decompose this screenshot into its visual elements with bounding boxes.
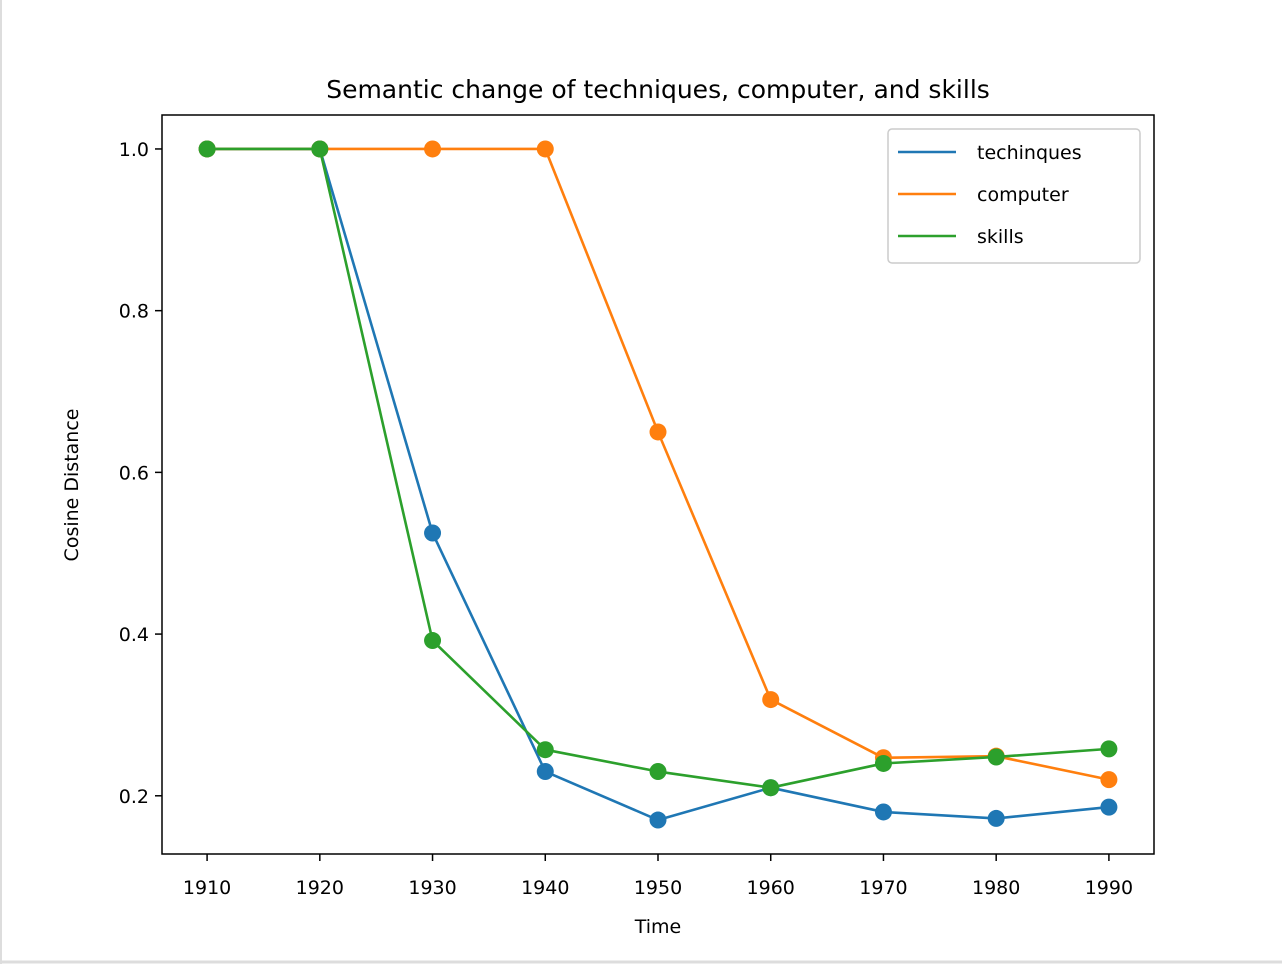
legend-box <box>887 128 1141 264</box>
x-axis-label: Time <box>634 916 682 938</box>
x-tick-label: 1930 <box>408 877 456 899</box>
data-point-computer-1930 <box>424 140 442 158</box>
x-tick-label: 1940 <box>521 877 569 899</box>
data-point-skills-1930 <box>424 632 442 650</box>
y-axis-label: Cosine Distance <box>61 409 83 562</box>
data-point-skills-1940 <box>536 741 554 759</box>
data-point-skills-1980 <box>987 748 1005 766</box>
data-point-skills-1950 <box>649 763 667 781</box>
legend: techinques computer skills <box>887 128 1141 264</box>
y-tick-label: 0.4 <box>119 624 149 646</box>
x-tick-label: 1960 <box>747 877 795 899</box>
data-point-computer-1990 <box>1100 771 1118 789</box>
data-point-computer-1960 <box>762 691 780 709</box>
x-tick-label: 1990 <box>1085 877 1133 899</box>
data-point-techinques-1940 <box>536 763 554 781</box>
y-tick-label: 0.2 <box>119 786 149 808</box>
data-point-techinques-1950 <box>649 811 667 829</box>
data-point-skills-1990 <box>1100 740 1118 758</box>
y-tick-label: 1.0 <box>119 139 149 161</box>
data-point-techinques-1990 <box>1100 798 1118 816</box>
plot-frame <box>161 114 1155 855</box>
y-tick-label: 0.6 <box>119 462 149 484</box>
data-point-skills-1960 <box>762 779 780 797</box>
data-point-techinques-1980 <box>987 809 1005 827</box>
data-point-techinques-1930 <box>424 524 442 542</box>
legend-label-computer: computer <box>977 184 1069 206</box>
data-point-techinques-1970 <box>874 803 892 821</box>
data-point-computer-1950 <box>649 423 667 441</box>
x-tick-label: 1920 <box>296 877 344 899</box>
x-tick-label: 1980 <box>972 877 1020 899</box>
data-point-skills-1920 <box>311 140 329 158</box>
data-point-computer-1940 <box>536 140 554 158</box>
chart-title: Semantic change of techniques, computer,… <box>326 75 990 104</box>
data-point-skills-1970 <box>874 754 892 772</box>
x-tick-label: 1910 <box>183 877 231 899</box>
data-point-skills-1910 <box>198 140 216 158</box>
x-tick-label: 1950 <box>634 877 682 899</box>
x-tick-label: 1970 <box>859 877 907 899</box>
y-tick-label: 0.8 <box>119 301 149 323</box>
legend-label-skills: skills <box>977 226 1024 248</box>
legend-label-techinques: techinques <box>977 142 1082 164</box>
plot-area: 1910 1920 1930 1940 1950 1960 1970 1980 1990 0.2 0… <box>119 114 1155 899</box>
